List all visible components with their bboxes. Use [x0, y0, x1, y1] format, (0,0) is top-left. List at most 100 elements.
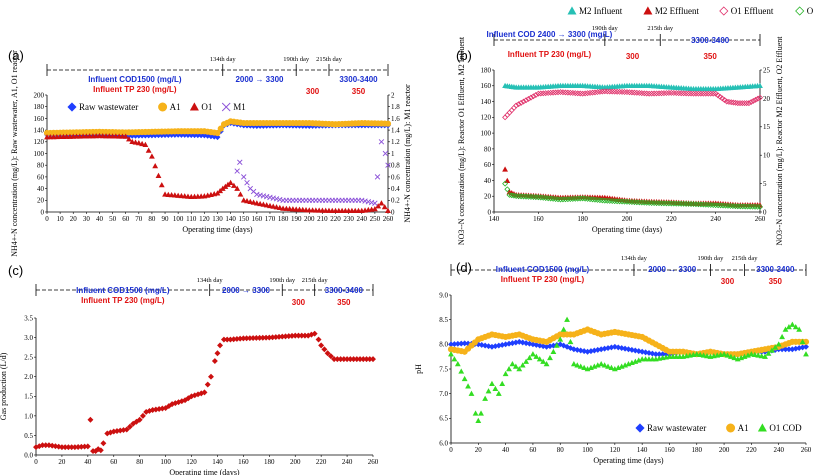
data-point	[557, 196, 564, 203]
day-label: 190th day	[698, 255, 725, 262]
legend-marker	[726, 423, 736, 433]
data-point	[669, 353, 676, 359]
cod-label: Influent COD1500 (mg/L)	[76, 286, 170, 295]
data-point	[359, 197, 365, 204]
data-point	[599, 88, 606, 95]
tp-phase-label: 350	[337, 298, 351, 307]
data-point	[611, 198, 618, 205]
legend-label: M2 Effluent	[655, 6, 700, 16]
y-tick-label: 2.5	[24, 354, 33, 362]
data-point	[311, 330, 318, 337]
legend-label: Raw wastewater	[647, 423, 706, 433]
x-tick-label: 60	[122, 215, 130, 223]
data-point	[581, 364, 588, 370]
legend-marker	[221, 102, 231, 112]
data-point	[577, 195, 584, 202]
data-point	[214, 134, 221, 141]
data-point	[712, 90, 719, 97]
data-point	[523, 358, 530, 364]
data-point	[577, 363, 584, 369]
series-o2-effluent	[502, 180, 763, 210]
data-point	[673, 90, 680, 97]
data-point	[535, 90, 542, 97]
series-gas-production	[33, 330, 376, 455]
y-tick-label: 40	[484, 177, 492, 185]
x-tick-label: 260	[755, 215, 766, 223]
data-point	[625, 346, 632, 353]
data-point	[690, 90, 697, 97]
data-point	[744, 203, 751, 210]
data-point	[675, 90, 682, 97]
data-point	[513, 193, 520, 200]
data-point	[660, 200, 667, 207]
data-point	[619, 198, 626, 205]
data-point	[142, 141, 149, 147]
data-point	[468, 390, 475, 396]
x-tick-label: 40	[84, 458, 92, 466]
data-point	[217, 342, 224, 349]
x-tick-label: 100	[173, 215, 184, 223]
tp-phase-label: 300	[721, 277, 735, 286]
series-a1	[43, 118, 392, 137]
data-point	[726, 98, 732, 105]
data-point	[646, 90, 653, 97]
data-point	[700, 90, 707, 97]
data-point	[277, 196, 283, 203]
x-tick-label: 180	[692, 446, 703, 454]
data-point	[796, 326, 803, 332]
legend-marker	[189, 102, 199, 111]
data-point	[692, 90, 699, 97]
cod-phase-label: 3300-3400	[691, 36, 730, 45]
data-point	[606, 88, 613, 95]
data-point	[87, 416, 94, 423]
y-tick-label: 0.5	[24, 432, 33, 440]
data-point	[204, 381, 211, 388]
data-point	[707, 90, 714, 97]
data-point	[211, 358, 218, 365]
data-point	[727, 353, 734, 359]
tp-phase-label: 350	[703, 52, 717, 61]
data-point	[704, 353, 710, 359]
data-point	[621, 198, 628, 205]
data-point	[604, 197, 611, 204]
data-point	[381, 204, 388, 210]
data-point	[643, 199, 650, 206]
data-point	[668, 89, 675, 96]
x-tick-label: 0	[34, 458, 38, 466]
legend: M2 Influent M2 Effluent O1 Effluent O2 Effl…	[567, 6, 813, 16]
y-tick-label: 180	[481, 66, 492, 74]
data-point	[489, 380, 495, 387]
y-tick-label: 0	[41, 208, 45, 216]
data-point	[724, 352, 731, 358]
cod-label: Influent COD 2400 → 3300 (mg/L)	[487, 30, 613, 39]
data-point	[230, 182, 237, 188]
data-point	[749, 203, 756, 210]
data-point	[472, 410, 479, 416]
data-point	[560, 326, 567, 332]
data-point	[702, 201, 709, 208]
x-tick-label: 170	[265, 215, 276, 223]
data-point	[84, 443, 91, 450]
x-tick-label: 20	[70, 215, 78, 223]
data-point	[171, 192, 178, 198]
legend-marker	[158, 102, 168, 112]
data-point	[495, 390, 502, 396]
data-point	[712, 202, 719, 209]
data-point	[714, 92, 721, 99]
day-label: 215th day	[647, 25, 674, 32]
x-tick-label: 240	[342, 458, 353, 466]
data-point	[646, 356, 652, 362]
data-point	[720, 202, 727, 209]
data-point	[475, 417, 482, 424]
data-point	[739, 203, 746, 210]
data-point	[543, 361, 550, 367]
x-tick-label: 100	[582, 446, 593, 454]
data-point	[676, 353, 683, 359]
y-tick-label: 140	[481, 98, 492, 106]
data-point	[136, 416, 143, 423]
day-label: 134th day	[621, 255, 648, 262]
data-point	[155, 172, 162, 178]
data-point	[670, 200, 677, 207]
data-point	[162, 191, 168, 197]
y-tick-label: 100	[481, 130, 492, 138]
